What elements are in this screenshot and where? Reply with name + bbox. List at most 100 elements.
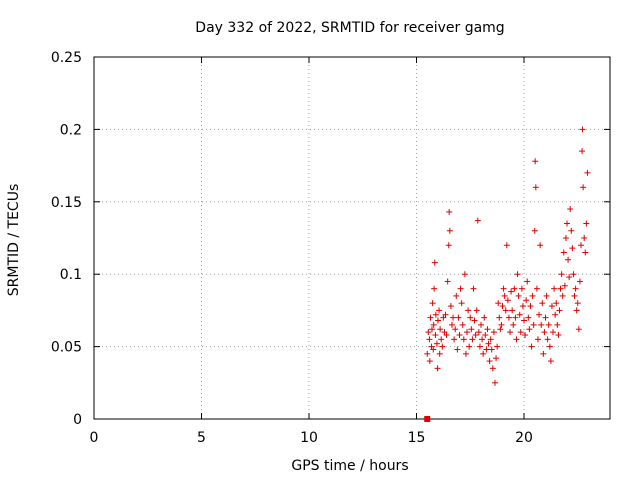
- y-tick-label: 0.1: [60, 267, 82, 283]
- data-point: [442, 311, 449, 318]
- y-tick-label: 0.25: [51, 50, 82, 66]
- data-point: [427, 314, 434, 321]
- x-tick-label: 15: [408, 430, 426, 446]
- data-point: [474, 217, 481, 224]
- data-point: [438, 336, 445, 343]
- y-axis-ticks: 0 0.05 0.1 0.15 0.2 0.25: [51, 50, 610, 428]
- data-point: [458, 300, 465, 307]
- data-point: [434, 365, 441, 372]
- data-point: [534, 336, 541, 343]
- data-point: [429, 300, 436, 307]
- data-point: [527, 303, 534, 310]
- data-point: [559, 292, 566, 299]
- data-point: [499, 303, 506, 310]
- data-point: [541, 329, 548, 336]
- data-point: [548, 303, 555, 310]
- data-point: [444, 278, 451, 285]
- data-point: [484, 326, 491, 333]
- data-point: [530, 321, 537, 328]
- data-point: [486, 358, 493, 365]
- data-point: [454, 346, 461, 353]
- data-point: [437, 326, 444, 333]
- data-point: [462, 350, 469, 357]
- data-point: [580, 184, 587, 191]
- x-tick-label: 10: [300, 430, 318, 446]
- data-point: [430, 346, 437, 353]
- data-point: [431, 259, 438, 266]
- data-point: [433, 340, 440, 347]
- plot-frame: [93, 56, 611, 420]
- data-point: [547, 358, 554, 365]
- data-point: [565, 256, 572, 263]
- data-point: [476, 343, 483, 350]
- data-point: [451, 336, 458, 343]
- data-point: [577, 242, 584, 249]
- data-point: [482, 332, 489, 339]
- data-point: [430, 321, 437, 328]
- data-point: [436, 307, 443, 314]
- data-point: [488, 346, 495, 353]
- data-point: [471, 317, 478, 324]
- data-point: [507, 329, 514, 336]
- data-point: [487, 336, 494, 343]
- data-point: [432, 311, 439, 318]
- x-axis-label: GPS time / hours: [291, 458, 408, 474]
- data-point: [546, 343, 553, 350]
- grid: [94, 57, 610, 419]
- data-point: [445, 242, 452, 249]
- y-tick-label: 0.05: [51, 340, 82, 356]
- data-point: [533, 285, 540, 292]
- data-point: [450, 314, 457, 321]
- data-point: [562, 235, 569, 241]
- data-point: [564, 220, 570, 227]
- data-point: [443, 332, 450, 339]
- data-point: [556, 307, 563, 314]
- data-point: [555, 332, 562, 339]
- data-point: [432, 332, 439, 339]
- data-point: [470, 285, 477, 292]
- data-point: [543, 292, 550, 299]
- data-point: [478, 321, 484, 328]
- data-point: [500, 285, 507, 292]
- data-point: [502, 307, 509, 314]
- data-point: [522, 332, 529, 339]
- data-point: [538, 321, 545, 328]
- data-point: [569, 245, 576, 252]
- data-point: [557, 285, 564, 292]
- data-point: [498, 321, 505, 328]
- data-point: [501, 292, 508, 299]
- data-point: [436, 350, 443, 357]
- data-point: [552, 311, 559, 318]
- data-point: [540, 350, 547, 357]
- data-point: [523, 297, 530, 304]
- data-point: [473, 307, 480, 314]
- data-point: [532, 184, 539, 191]
- y-axis-label: SRMTID / TECUs: [6, 184, 22, 297]
- data-point: [503, 242, 510, 249]
- data-point: [570, 271, 577, 278]
- data-point: [560, 249, 567, 256]
- y-tick-label: 0.15: [51, 195, 82, 211]
- data-point: [510, 321, 517, 328]
- data-point: [525, 314, 532, 321]
- data-point: [519, 303, 526, 310]
- y-tick-label: 0: [73, 412, 82, 428]
- data-point: [550, 329, 557, 336]
- data-point: [493, 355, 500, 362]
- data-point: [518, 285, 525, 292]
- data-point: [446, 208, 453, 215]
- data-point: [545, 321, 552, 328]
- data-point: [426, 358, 433, 365]
- data-point: [566, 274, 573, 281]
- data-point: [561, 282, 568, 289]
- data-point: [572, 285, 579, 292]
- data-point: [489, 365, 496, 372]
- data-point: [575, 326, 582, 333]
- data-point: [460, 336, 467, 343]
- data-point: [567, 206, 574, 213]
- data-point: [539, 300, 546, 307]
- data-point: [582, 249, 589, 256]
- data-point: [431, 285, 438, 292]
- y-tick-label: 0.2: [60, 122, 82, 138]
